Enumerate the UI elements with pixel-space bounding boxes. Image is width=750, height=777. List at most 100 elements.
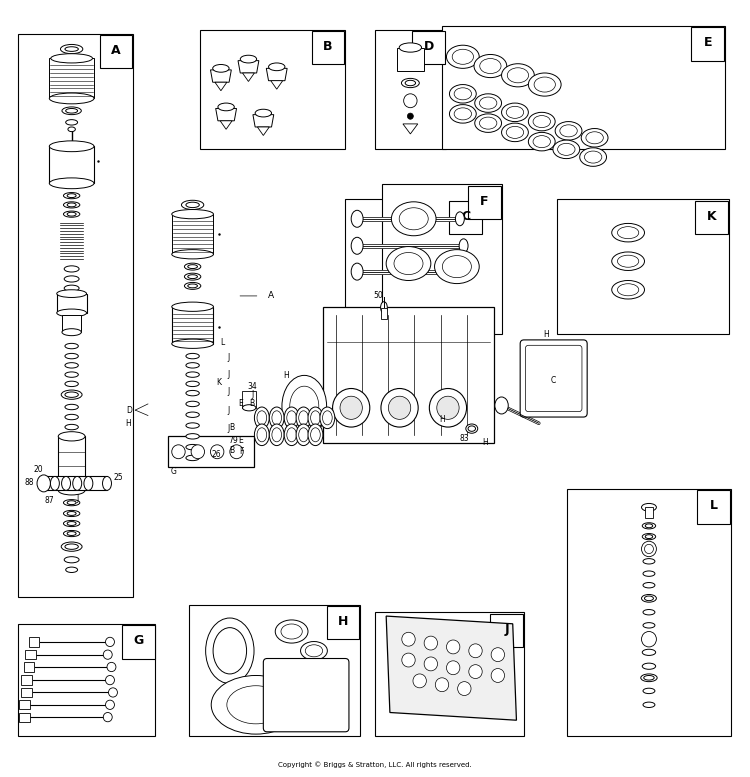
- Bar: [326, 606, 359, 639]
- Text: 79: 79: [229, 437, 238, 445]
- Ellipse shape: [172, 339, 214, 348]
- Ellipse shape: [50, 93, 94, 104]
- Ellipse shape: [37, 475, 50, 492]
- Ellipse shape: [475, 94, 502, 113]
- Ellipse shape: [612, 252, 644, 270]
- Text: K: K: [706, 210, 716, 223]
- Ellipse shape: [442, 256, 472, 277]
- Ellipse shape: [65, 544, 78, 549]
- Ellipse shape: [57, 309, 86, 317]
- Bar: [312, 31, 344, 64]
- Ellipse shape: [286, 411, 296, 425]
- Text: G: G: [171, 467, 177, 476]
- Polygon shape: [211, 70, 231, 82]
- Circle shape: [211, 444, 224, 458]
- Ellipse shape: [64, 531, 80, 537]
- Circle shape: [641, 542, 656, 556]
- Circle shape: [172, 444, 185, 458]
- Polygon shape: [215, 82, 226, 91]
- Ellipse shape: [506, 106, 524, 118]
- Ellipse shape: [468, 426, 476, 431]
- Circle shape: [424, 636, 437, 650]
- Ellipse shape: [64, 500, 80, 506]
- Text: H: H: [440, 415, 445, 424]
- FancyBboxPatch shape: [526, 345, 582, 412]
- Ellipse shape: [308, 407, 323, 429]
- Ellipse shape: [282, 375, 326, 437]
- Ellipse shape: [64, 285, 79, 291]
- Text: E: E: [238, 399, 243, 409]
- Polygon shape: [253, 115, 274, 127]
- Ellipse shape: [479, 97, 496, 109]
- Text: J: J: [505, 622, 509, 636]
- Ellipse shape: [434, 249, 479, 284]
- Ellipse shape: [495, 397, 508, 414]
- Ellipse shape: [296, 407, 311, 429]
- Ellipse shape: [452, 49, 473, 64]
- Bar: [375, 30, 446, 149]
- Ellipse shape: [284, 407, 299, 429]
- Ellipse shape: [296, 424, 311, 445]
- Ellipse shape: [58, 486, 85, 495]
- Circle shape: [404, 94, 417, 108]
- Ellipse shape: [73, 476, 82, 490]
- Ellipse shape: [534, 77, 556, 92]
- Ellipse shape: [480, 58, 501, 74]
- Ellipse shape: [298, 428, 308, 442]
- Ellipse shape: [533, 136, 550, 148]
- Ellipse shape: [268, 63, 285, 71]
- Ellipse shape: [68, 203, 76, 207]
- Ellipse shape: [399, 43, 422, 52]
- Ellipse shape: [62, 107, 81, 115]
- Ellipse shape: [66, 120, 77, 125]
- Ellipse shape: [68, 127, 75, 131]
- Ellipse shape: [186, 412, 200, 417]
- Ellipse shape: [454, 88, 472, 99]
- Ellipse shape: [310, 428, 320, 442]
- Ellipse shape: [392, 202, 436, 235]
- Ellipse shape: [64, 276, 79, 282]
- Ellipse shape: [65, 404, 78, 409]
- Text: J: J: [227, 406, 230, 415]
- Text: H: H: [338, 615, 348, 628]
- Bar: [18, 624, 155, 736]
- Circle shape: [332, 388, 370, 427]
- Circle shape: [446, 660, 460, 674]
- Bar: [413, 31, 445, 64]
- Polygon shape: [242, 73, 254, 82]
- Polygon shape: [271, 81, 283, 89]
- Bar: [567, 489, 730, 736]
- Ellipse shape: [255, 110, 272, 117]
- Ellipse shape: [275, 620, 308, 643]
- Ellipse shape: [62, 390, 82, 399]
- Ellipse shape: [643, 583, 655, 588]
- Text: 25: 25: [113, 472, 123, 482]
- Ellipse shape: [584, 151, 602, 163]
- Text: B: B: [230, 423, 235, 431]
- Text: F: F: [480, 194, 489, 207]
- Bar: [172, 307, 214, 343]
- Ellipse shape: [257, 428, 267, 442]
- Polygon shape: [403, 124, 418, 134]
- Bar: [242, 391, 256, 408]
- Ellipse shape: [172, 249, 214, 259]
- Ellipse shape: [68, 521, 76, 525]
- Ellipse shape: [254, 407, 269, 429]
- Ellipse shape: [322, 411, 332, 425]
- Ellipse shape: [64, 556, 79, 563]
- Ellipse shape: [310, 411, 320, 425]
- Bar: [28, 637, 39, 646]
- Ellipse shape: [351, 211, 363, 227]
- Text: H: H: [283, 371, 289, 380]
- Ellipse shape: [65, 372, 78, 378]
- Ellipse shape: [61, 44, 82, 54]
- Bar: [323, 308, 494, 442]
- Ellipse shape: [502, 123, 528, 141]
- Ellipse shape: [479, 117, 496, 129]
- Ellipse shape: [50, 141, 94, 152]
- Ellipse shape: [172, 302, 214, 312]
- Ellipse shape: [640, 674, 657, 681]
- Circle shape: [469, 644, 482, 658]
- Text: BRIGGS & STRATTON: BRIGGS & STRATTON: [302, 391, 433, 401]
- Circle shape: [104, 650, 112, 659]
